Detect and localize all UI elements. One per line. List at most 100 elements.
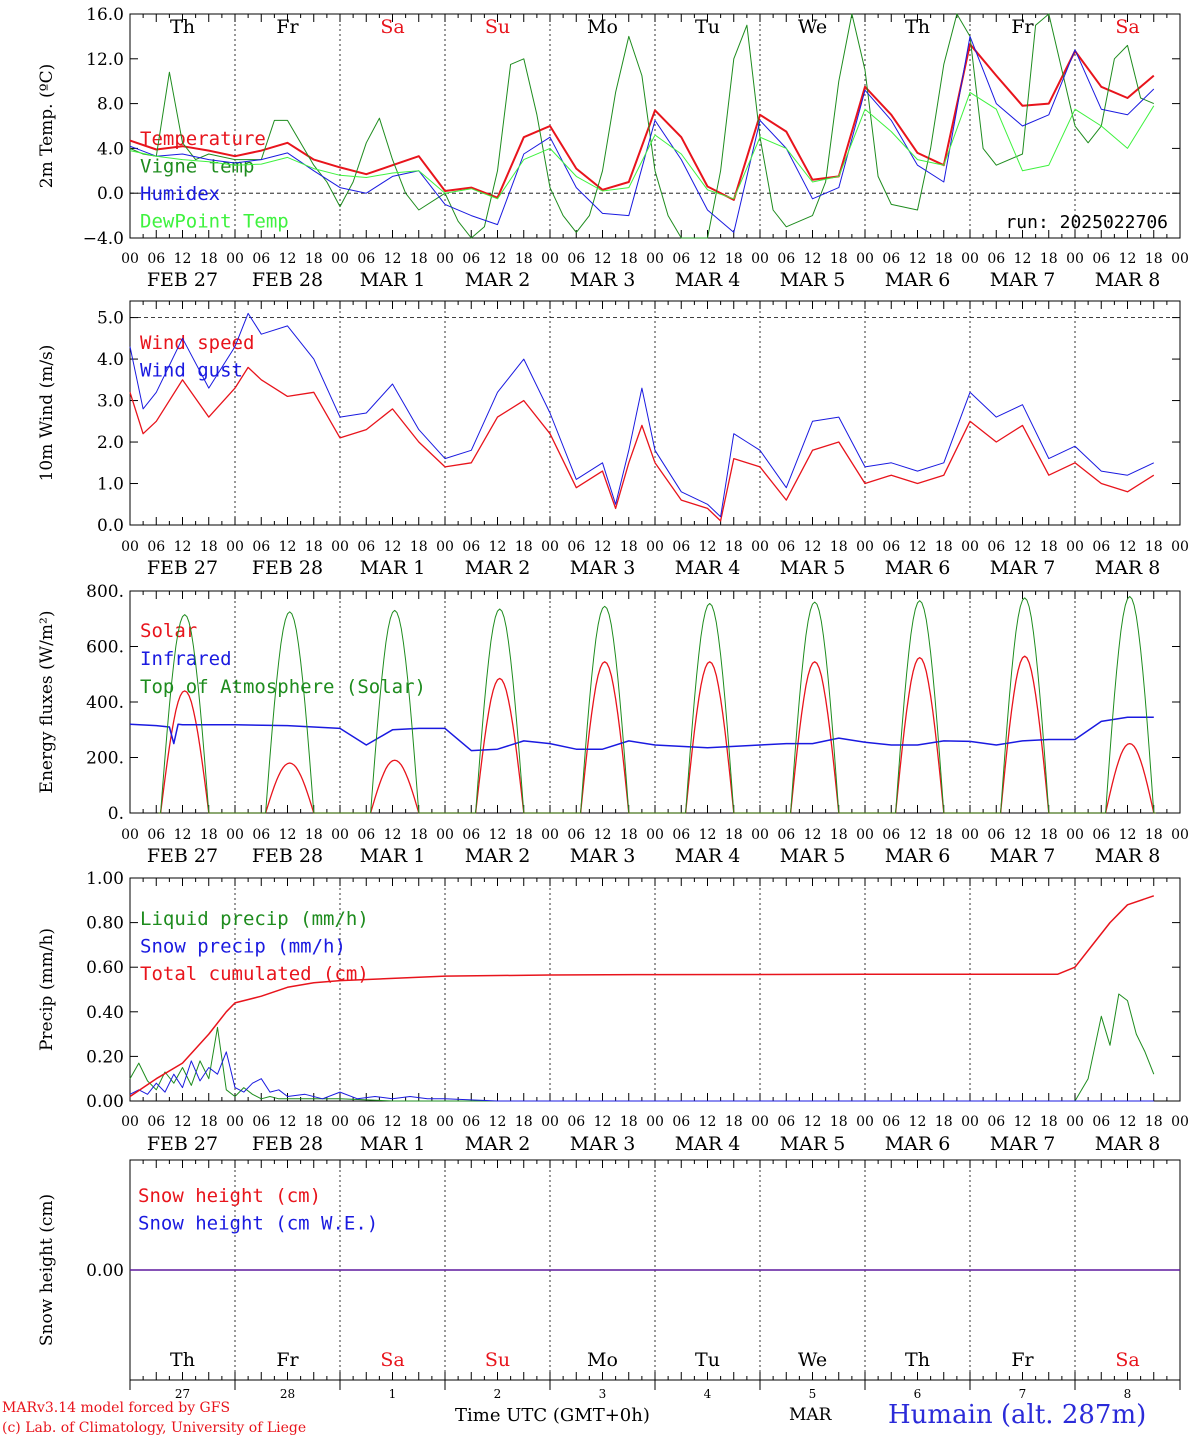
station-name: Humain (alt. 287m) [888,1400,1147,1430]
wind-y-tick-label: 0.0 [97,516,124,536]
precip-hour-label: 12 [594,1114,612,1130]
temperature-hour-label: 12 [174,251,192,267]
energy-y-axis-label: Energy fluxes (W/m²) [37,611,57,794]
energy-hour-label: 12 [279,827,297,843]
energy-date-label: MAR 4 [675,845,741,867]
wind-hour-label: 12 [1014,539,1032,555]
precip-series-1-line [129,1051,1154,1102]
wind-hour-label: 00 [226,539,244,555]
precip-hour-label: 18 [515,1114,533,1130]
energy-hour-label: 18 [620,827,638,843]
energy-hour-label: 18 [935,827,953,843]
wind-hour-label: 12 [384,539,402,555]
precip-hour-label: 12 [489,1114,507,1130]
temperature-hour-label: 00 [331,251,349,267]
wind-hour-label: 00 [121,539,139,555]
wind-date-label: MAR 8 [1095,557,1161,579]
precip-date-label: FEB 27 [147,1133,218,1155]
temperature-hour-label: 00 [961,251,979,267]
wind-hour-label: 00 [856,539,874,555]
energy-hour-label: 12 [699,827,717,843]
temperature-hour-label: 06 [1092,251,1110,267]
temperature-y-tick-label: 16.0 [86,5,124,25]
precip-date-label: MAR 3 [570,1133,636,1155]
precip-hour-label: 06 [567,1114,585,1130]
temperature-hour-label: 18 [305,251,323,267]
precip-y-tick-label: 0.40 [86,1003,124,1023]
weekday-label: Th [905,16,930,38]
temperature-y-tick-label: 4.0 [97,139,124,159]
precip-hour-label: 18 [725,1114,743,1130]
temperature-date-label: FEB 27 [147,269,218,291]
precip-hour-label: 00 [1066,1114,1084,1130]
energy-hour-label: 18 [200,827,218,843]
temperature-hour-label: 06 [567,251,585,267]
precip-hour-label: 18 [200,1114,218,1130]
temperature-hour-label: 12 [489,251,507,267]
lab-credit: (c) Lab. of Climatology, University of L… [2,1420,307,1436]
energy-date-label: MAR 7 [990,845,1056,867]
precip-hour-label: 06 [1092,1114,1110,1130]
day-number-label: 4 [704,1387,712,1401]
energy-date-label: MAR 2 [465,845,531,867]
energy-hour-label: 06 [357,827,375,843]
wind-hour-label: 18 [200,539,218,555]
temperature-hour-label: 06 [987,251,1005,267]
energy-date-label: FEB 27 [147,845,218,867]
precip-hour-label: 18 [1040,1114,1058,1130]
temperature-y-tick-label: 12.0 [86,50,124,70]
wind-hour-label: 18 [725,539,743,555]
energy-legend-1: Infrared [140,648,232,670]
precip-hour-label: 06 [252,1114,270,1130]
precip-legend-0: Liquid precip (mm/h) [140,908,369,930]
precip-date-label: MAR 6 [885,1133,951,1155]
day-number-label: 27 [175,1387,190,1401]
temperature-date-label: MAR 1 [360,269,426,291]
wind-date-label: MAR 3 [570,557,636,579]
precip-y-axis-label: Precip (mm/h) [37,928,57,1051]
precip-y-tick-label: 1.00 [86,869,124,889]
energy-legend-0: Solar [140,620,197,642]
energy-hour-label: 00 [331,827,349,843]
temperature-hour-label: 06 [357,251,375,267]
wind-hour-label: 18 [1040,539,1058,555]
precip-date-label: MAR 1 [360,1133,426,1155]
energy-hour-label: 12 [174,827,192,843]
temperature-hour-label: 12 [384,251,402,267]
energy-hour-label: 12 [1014,827,1032,843]
temperature-date-label: MAR 7 [990,269,1056,291]
bottom-weekday-label: Tu [695,1349,720,1371]
energy-hour-label: 00 [961,827,979,843]
temperature-date-label: MAR 4 [675,269,741,291]
snow-y-tick-label: 0.00 [86,1261,124,1281]
precip-date-label: FEB 28 [252,1133,323,1155]
wind-hour-label: 12 [489,539,507,555]
temperature-hour-label: 18 [200,251,218,267]
weekday-label: Mo [587,16,618,38]
bottom-weekday-label: Fr [1011,1349,1034,1371]
temperature-hour-label: 00 [856,251,874,267]
wind-hour-label: 06 [987,539,1005,555]
temperature-y-tick-label: 8.0 [97,95,124,115]
energy-hour-label: 00 [1066,827,1084,843]
wind-hour-label: 12 [909,539,927,555]
wind-hour-label: 06 [252,539,270,555]
energy-hour-label: 18 [1145,827,1163,843]
wind-hour-label: 18 [935,539,953,555]
temperature-hour-label: 12 [1014,251,1032,267]
temperature-legend-0: Temperature [140,128,266,150]
day-number-label: 8 [1124,1387,1132,1401]
bottom-weekday-label: Mo [587,1349,618,1371]
temperature-date-label: MAR 2 [465,269,531,291]
wind-date-label: MAR 4 [675,557,741,579]
precip-hour-label: 12 [804,1114,822,1130]
precip-hour-label: 00 [856,1114,874,1130]
wind-hour-label: 06 [777,539,795,555]
wind-date-label: FEB 27 [147,557,218,579]
precip-hour-label: 18 [1145,1114,1163,1130]
temperature-hour-label: 00 [226,251,244,267]
temperature-hour-label: 06 [462,251,480,267]
energy-date-label: MAR 1 [360,845,426,867]
temperature-hour-label: 00 [646,251,664,267]
temperature-hour-label: 12 [1119,251,1137,267]
